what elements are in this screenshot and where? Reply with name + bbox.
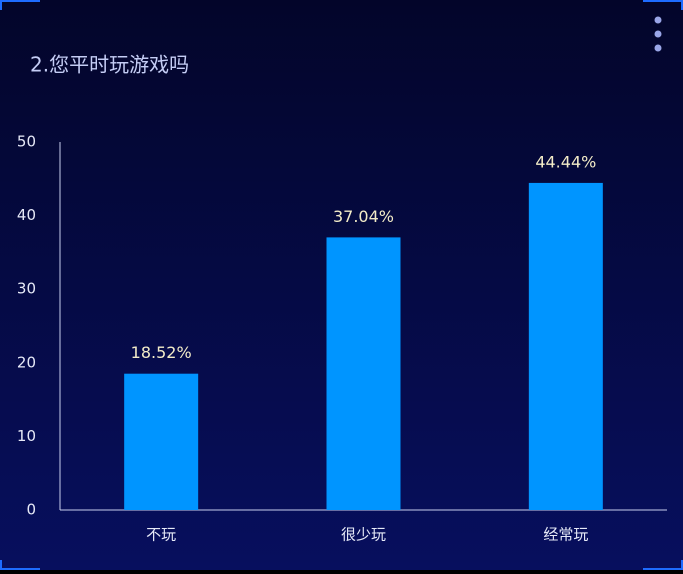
value-label: 18.52% — [131, 343, 192, 362]
chart-title: 2.您平时玩游戏吗 — [30, 53, 189, 77]
y-tick-label: 50 — [17, 133, 36, 151]
y-tick-label: 0 — [26, 501, 36, 519]
y-tick-label: 20 — [17, 353, 36, 371]
bar — [124, 373, 199, 510]
y-tick-label: 40 — [17, 206, 36, 224]
x-tick-label: 不玩 — [146, 526, 176, 544]
x-tick-label: 很少玩 — [341, 526, 386, 544]
x-tick-label: 经常玩 — [543, 526, 588, 544]
value-label: 44.44% — [535, 152, 596, 171]
menu-button[interactable] — [654, 16, 662, 52]
menu-dot — [654, 30, 662, 38]
y-tick-label: 10 — [17, 427, 36, 445]
bar — [326, 237, 401, 510]
y-tick-label: 30 — [17, 280, 36, 298]
menu-dot — [654, 16, 662, 24]
menu-dot — [654, 44, 662, 52]
value-label: 37.04% — [333, 207, 394, 226]
bar — [528, 182, 603, 510]
